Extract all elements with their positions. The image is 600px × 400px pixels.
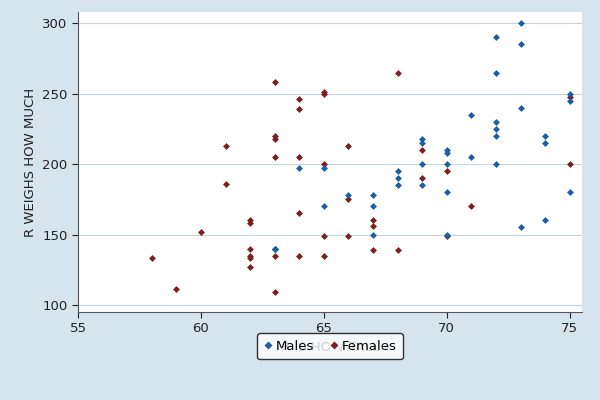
Point [172, 286, 181, 293]
Point [147, 255, 157, 262]
Point [516, 41, 526, 48]
Point [319, 252, 329, 259]
Point [467, 112, 476, 118]
Point [516, 20, 526, 26]
Point [565, 98, 575, 104]
Point [368, 231, 378, 238]
Point [368, 247, 378, 253]
Point [295, 165, 304, 172]
Point [319, 233, 329, 239]
Point [467, 203, 476, 210]
Point [344, 196, 353, 202]
Point [270, 154, 280, 160]
Point [516, 224, 526, 231]
Point [368, 223, 378, 229]
Point [491, 133, 501, 139]
Point [319, 161, 329, 167]
Point [221, 181, 230, 187]
Y-axis label: R WEIGHS HOW MUCH: R WEIGHS HOW MUCH [23, 88, 37, 236]
Point [270, 133, 280, 139]
Point [541, 217, 550, 224]
Point [565, 161, 575, 167]
Point [565, 93, 575, 100]
Point [245, 246, 255, 252]
Point [393, 69, 403, 76]
Point [344, 233, 353, 239]
Point [418, 175, 427, 181]
Point [442, 147, 452, 153]
Point [368, 203, 378, 210]
Point [442, 161, 452, 167]
Point [393, 168, 403, 174]
Point [491, 119, 501, 125]
Point [442, 231, 452, 238]
Point [245, 220, 255, 226]
Point [418, 161, 427, 167]
Point [368, 192, 378, 198]
Point [295, 252, 304, 259]
Point [491, 69, 501, 76]
Point [319, 90, 329, 97]
Point [368, 217, 378, 224]
X-axis label: R IS HOW TALL: R IS HOW TALL [281, 341, 379, 354]
Point [541, 133, 550, 139]
Point [295, 96, 304, 102]
Point [270, 136, 280, 142]
Point [442, 233, 452, 239]
Point [393, 175, 403, 181]
Point [418, 182, 427, 188]
Point [295, 106, 304, 112]
Point [442, 150, 452, 156]
Point [270, 289, 280, 296]
Point [245, 217, 255, 224]
Point [270, 252, 280, 259]
Point [344, 192, 353, 198]
Point [516, 104, 526, 111]
Point [418, 136, 427, 142]
Point [491, 126, 501, 132]
Point [295, 210, 304, 217]
Point [565, 189, 575, 196]
Point [491, 161, 501, 167]
Point [319, 165, 329, 172]
Point [245, 264, 255, 270]
Point [196, 228, 206, 235]
Point [221, 143, 230, 149]
Point [541, 140, 550, 146]
Point [270, 246, 280, 252]
Point [442, 168, 452, 174]
Point [245, 255, 255, 262]
Point [393, 247, 403, 253]
Point [319, 203, 329, 210]
Point [344, 143, 353, 149]
Point [319, 89, 329, 96]
Point [467, 154, 476, 160]
Point [565, 90, 575, 97]
Point [393, 182, 403, 188]
Point [418, 147, 427, 153]
Point [491, 34, 501, 40]
Point [418, 140, 427, 146]
Point [245, 252, 255, 259]
Point [270, 79, 280, 86]
Point [442, 189, 452, 196]
Point [295, 154, 304, 160]
Point [270, 246, 280, 252]
Legend: Males, Females: Males, Females [257, 333, 403, 360]
Point [270, 246, 280, 252]
